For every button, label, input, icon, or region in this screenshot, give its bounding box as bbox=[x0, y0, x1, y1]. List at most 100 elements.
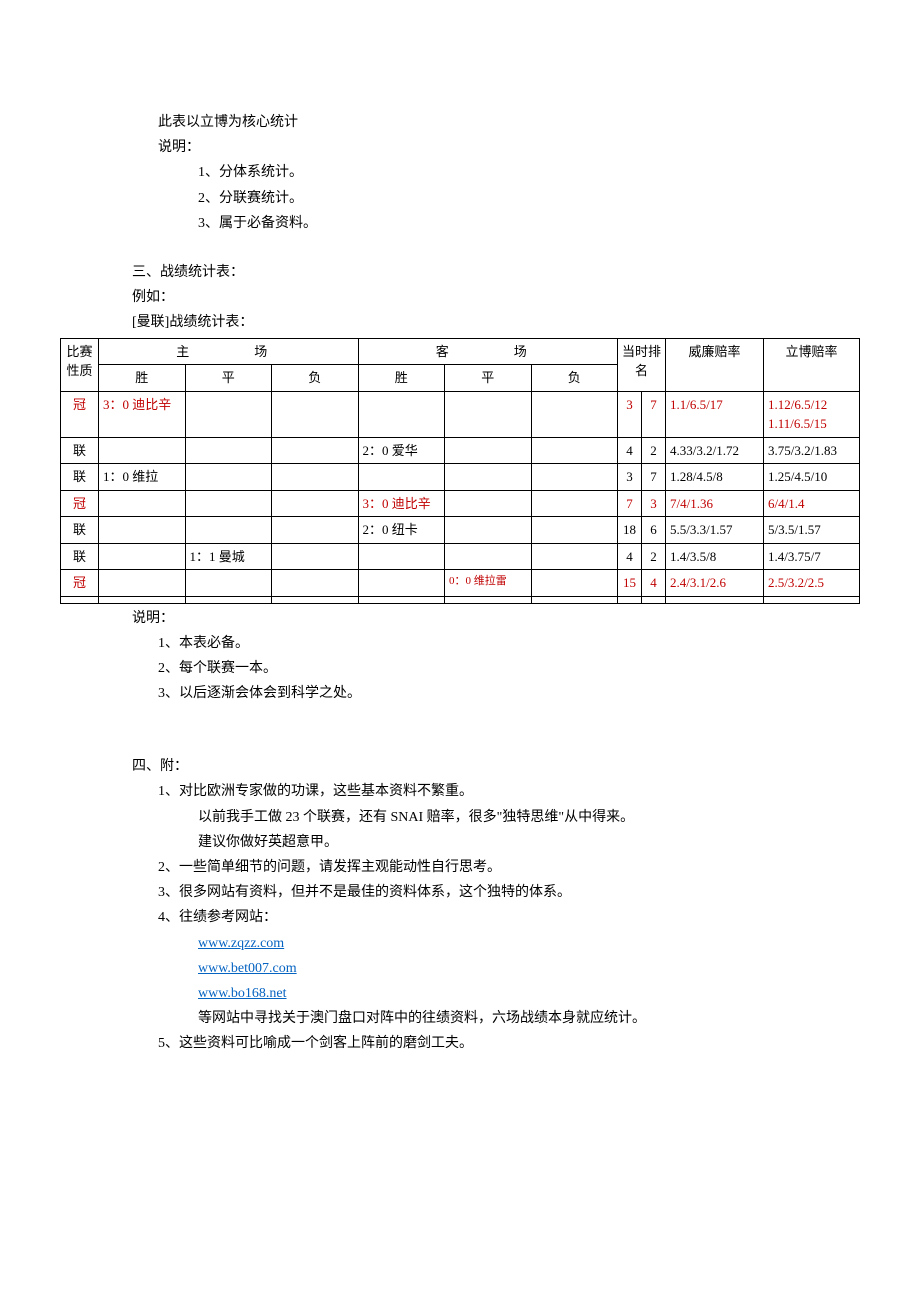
table-cell: 2.5/3.2/2.5 bbox=[764, 570, 860, 597]
table-cell bbox=[445, 464, 532, 491]
table-cell: 7 bbox=[642, 391, 666, 437]
table-cell bbox=[272, 490, 359, 517]
section3-subtitle: [曼联]战绩统计表： bbox=[60, 310, 860, 335]
table-cell bbox=[358, 596, 445, 603]
table-row bbox=[61, 596, 860, 603]
table-cell bbox=[531, 596, 618, 603]
table-cell: 1：1 曼城 bbox=[185, 543, 272, 570]
table-cell bbox=[358, 391, 445, 437]
th-away-w: 胜 bbox=[358, 365, 445, 392]
section4-p1c: 建议你做好英超意甲。 bbox=[60, 830, 860, 855]
section3-example: 例如： bbox=[60, 285, 860, 310]
table-cell bbox=[185, 490, 272, 517]
table-cell bbox=[61, 596, 99, 603]
table-cell bbox=[99, 570, 186, 597]
table-cell: 1.4/3.5/8 bbox=[666, 543, 764, 570]
table-cell: 3：0 迪比辛 bbox=[358, 490, 445, 517]
table-cell: 联 bbox=[61, 437, 99, 464]
table-cell bbox=[445, 437, 532, 464]
table-cell: 1.28/4.5/8 bbox=[666, 464, 764, 491]
table-cell: 7/4/1.36 bbox=[666, 490, 764, 517]
table-cell: 6 bbox=[642, 517, 666, 544]
table-cell bbox=[272, 543, 359, 570]
notes2-n2: 2、每个联赛一本。 bbox=[60, 656, 860, 681]
table-cell bbox=[445, 490, 532, 517]
section4-p2: 2、一些简单细节的问题，请发挥主观能动性自行思考。 bbox=[60, 855, 860, 880]
th-away-d: 平 bbox=[445, 365, 532, 392]
th-home-d: 平 bbox=[185, 365, 272, 392]
link-bet007[interactable]: www.bet007.com bbox=[198, 961, 297, 976]
table-cell: 7 bbox=[618, 490, 642, 517]
table-cell: 15 bbox=[618, 570, 642, 597]
table-cell bbox=[618, 596, 642, 603]
table-cell bbox=[445, 543, 532, 570]
table-row: 联1：0 维拉371.28/4.5/81.25/4.5/10 bbox=[61, 464, 860, 491]
notes2-n1: 1、本表必备。 bbox=[60, 631, 860, 656]
table-cell bbox=[99, 517, 186, 544]
th-william: 威廉赔率 bbox=[666, 338, 764, 391]
table-cell: 2：0 纽卡 bbox=[358, 517, 445, 544]
table-row: 联1：1 曼城421.4/3.5/81.4/3.75/7 bbox=[61, 543, 860, 570]
table-cell: 4.33/3.2/1.72 bbox=[666, 437, 764, 464]
table-header-row-1: 比赛性质 主 场 客 场 当时排名 威廉赔率 立博赔率 bbox=[61, 338, 860, 365]
intro-line-1: 此表以立博为核心统计 bbox=[60, 110, 860, 135]
link-bo168[interactable]: www.bo168.net bbox=[198, 986, 287, 1001]
table-cell bbox=[531, 437, 618, 464]
table-cell: 1.4/3.75/7 bbox=[764, 543, 860, 570]
table-cell bbox=[358, 543, 445, 570]
table-cell bbox=[99, 490, 186, 517]
table-cell: 4 bbox=[618, 543, 642, 570]
th-away: 客 场 bbox=[358, 338, 618, 365]
th-home-w: 胜 bbox=[99, 365, 186, 392]
table-cell bbox=[531, 543, 618, 570]
table-cell: 7 bbox=[642, 464, 666, 491]
table-cell bbox=[445, 596, 532, 603]
link-zqzz[interactable]: www.zqzz.com bbox=[198, 936, 284, 951]
table-cell bbox=[531, 490, 618, 517]
table-cell bbox=[358, 570, 445, 597]
table-cell: 3.75/3.2/1.83 bbox=[764, 437, 860, 464]
table-cell: 4 bbox=[642, 570, 666, 597]
table-cell: 1.25/4.5/10 bbox=[764, 464, 860, 491]
table-cell: 冠 bbox=[61, 391, 99, 437]
table-cell: 18 bbox=[618, 517, 642, 544]
notes2-title: 说明： bbox=[60, 606, 860, 631]
table-cell: 3 bbox=[618, 391, 642, 437]
table-cell: 冠 bbox=[61, 490, 99, 517]
table-cell bbox=[666, 596, 764, 603]
table-cell bbox=[272, 464, 359, 491]
table-cell bbox=[531, 391, 618, 437]
table-row: 冠0：0 维拉雷1542.4/3.1/2.62.5/3.2/2.5 bbox=[61, 570, 860, 597]
table-cell bbox=[531, 517, 618, 544]
table-cell: 3：0 迪比辛 bbox=[99, 391, 186, 437]
table-cell bbox=[445, 517, 532, 544]
table-cell: 3 bbox=[642, 490, 666, 517]
table-cell bbox=[99, 543, 186, 570]
table-cell bbox=[272, 570, 359, 597]
table-cell bbox=[272, 596, 359, 603]
table-cell bbox=[272, 391, 359, 437]
table-cell: 联 bbox=[61, 517, 99, 544]
intro-note-3: 3、属于必备资料。 bbox=[60, 211, 860, 236]
section4-p1a: 1、对比欧洲专家做的功课，这些基本资料不繁重。 bbox=[60, 779, 860, 804]
table-cell: 4 bbox=[618, 437, 642, 464]
notes2-n3: 3、以后逐渐会体会到科学之处。 bbox=[60, 681, 860, 706]
section4-p4b: 等网站中寻找关于澳门盘口对阵中的往绩资料，六场战绩本身就应统计。 bbox=[60, 1006, 860, 1031]
table-cell bbox=[272, 517, 359, 544]
table-cell bbox=[531, 464, 618, 491]
th-type: 比赛性质 bbox=[61, 338, 99, 391]
table-row: 联2：0 爱华424.33/3.2/1.723.75/3.2/1.83 bbox=[61, 437, 860, 464]
table-cell: 1：0 维拉 bbox=[99, 464, 186, 491]
th-away-l: 负 bbox=[531, 365, 618, 392]
table-cell: 2.4/3.1/2.6 bbox=[666, 570, 764, 597]
table-cell: 5/3.5/1.57 bbox=[764, 517, 860, 544]
section4-p3: 3、很多网站有资料，但并不是最佳的资料体系，这个独特的体系。 bbox=[60, 880, 860, 905]
table-cell bbox=[185, 570, 272, 597]
table-cell: 6/4/1.4 bbox=[764, 490, 860, 517]
table-cell bbox=[358, 464, 445, 491]
table-cell bbox=[99, 437, 186, 464]
table-cell bbox=[642, 596, 666, 603]
table-cell: 1.12/6.5/121.11/6.5/15 bbox=[764, 391, 860, 437]
th-time: 当时排名 bbox=[618, 338, 666, 391]
th-home-l: 负 bbox=[272, 365, 359, 392]
